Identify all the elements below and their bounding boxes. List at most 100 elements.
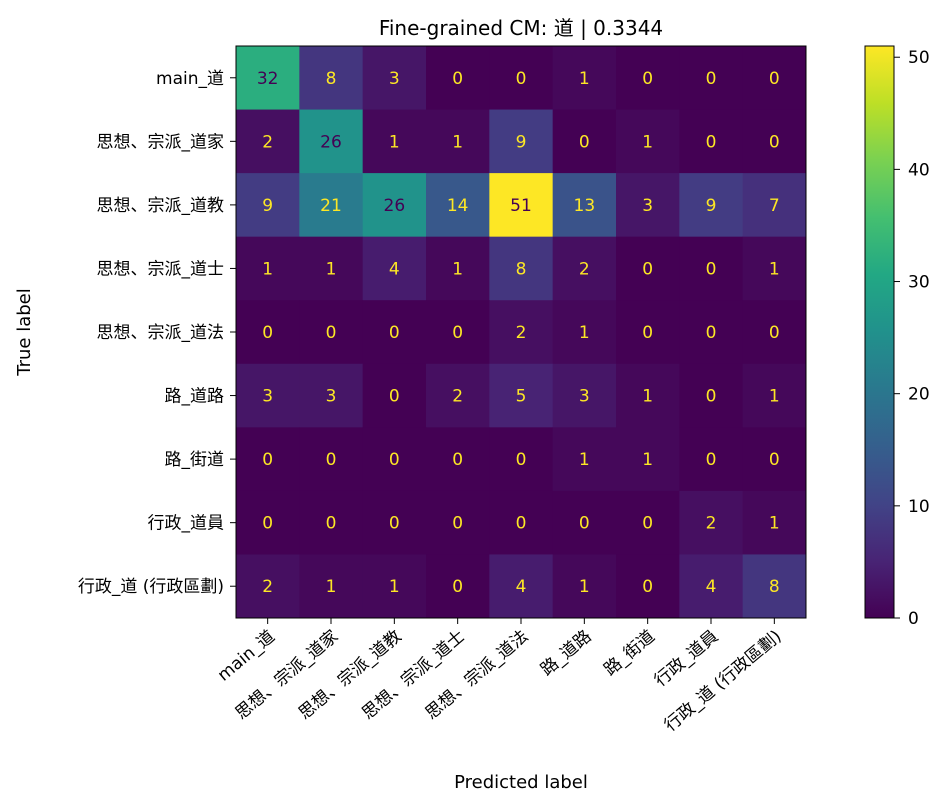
cell-value-label: 1	[452, 132, 463, 152]
cell-value-label: 0	[579, 132, 590, 152]
heatmap-cell	[299, 554, 364, 619]
heatmap-cell	[679, 46, 744, 111]
y-tick-label: 路_街道	[165, 450, 225, 470]
cell-value-label: 9	[516, 132, 527, 152]
heatmap-cell	[679, 173, 744, 238]
cell-value-label: 0	[769, 323, 780, 343]
cell-value-label: 51	[510, 196, 532, 216]
heatmap-cell	[489, 173, 554, 238]
heatmap-cell	[552, 427, 617, 492]
cell-value-label: 0	[769, 69, 780, 89]
cell-value-label: 0	[642, 323, 653, 343]
heatmap-cell	[299, 46, 364, 111]
heatmap-cell	[236, 46, 300, 111]
heatmap-cell	[236, 363, 300, 428]
cell-value-label: 0	[389, 514, 400, 534]
heatmap-cell	[616, 173, 680, 238]
heatmap-cell	[299, 363, 364, 428]
cell-value-label: 0	[769, 450, 780, 470]
cell-value-label: 2	[516, 323, 527, 343]
heatmap-cell	[426, 490, 490, 555]
heatmap-cell	[362, 363, 427, 428]
colorbar-tick-label: 50	[908, 48, 930, 68]
heatmap-cell	[552, 490, 617, 555]
cell-value-label: 0	[706, 387, 717, 407]
y-tick-label: 思想、宗派_道家	[97, 132, 225, 152]
cell-value-label: 9	[706, 196, 717, 216]
cell-value-label: 1	[579, 323, 590, 343]
heatmap-cell	[236, 554, 300, 619]
cell-value-label: 0	[452, 577, 463, 597]
heatmap-cell	[552, 109, 617, 174]
cell-value-label: 2	[579, 259, 590, 279]
cell-value-label: 3	[642, 196, 653, 216]
heatmap-cell	[299, 109, 364, 174]
colorbar-tick-label: 0	[908, 609, 919, 629]
colorbar-tick-label: 30	[908, 273, 930, 293]
heatmap-cell	[426, 363, 490, 428]
heatmap-cell	[616, 490, 680, 555]
cell-value-label: 0	[516, 69, 527, 89]
heatmap-cell	[616, 109, 680, 174]
cell-value-label: 0	[389, 450, 400, 470]
heatmap-cell	[616, 300, 680, 365]
cell-value-label: 0	[706, 450, 717, 470]
heatmap-cell	[742, 427, 807, 492]
y-tick-label: 路_道路	[165, 387, 225, 407]
cell-value-label: 0	[516, 514, 527, 534]
cell-value-label: 32	[257, 69, 279, 89]
heatmap-cell	[679, 554, 744, 619]
heatmap-cell	[679, 236, 744, 301]
heatmap-cell	[552, 554, 617, 619]
cell-value-label: 8	[326, 69, 337, 89]
cell-value-label: 0	[706, 69, 717, 89]
cell-value-label: 1	[769, 259, 780, 279]
heatmap-cell	[489, 490, 554, 555]
heatmap-cell	[616, 554, 680, 619]
heatmap-cell	[236, 300, 300, 365]
heatmap-cell	[679, 490, 744, 555]
cell-value-label: 0	[389, 323, 400, 343]
cell-value-label: 1	[262, 259, 273, 279]
colorbar	[864, 45, 895, 619]
heatmap-cell	[299, 300, 364, 365]
cell-value-label: 0	[452, 323, 463, 343]
heatmap-cell	[742, 300, 807, 365]
heatmap-cell	[489, 236, 554, 301]
cell-value-label: 8	[516, 259, 527, 279]
y-tick-label: 思想、宗派_道士	[97, 259, 225, 279]
x-tick-label: 路_道路	[537, 627, 595, 681]
cell-value-label: 8	[769, 577, 780, 597]
heatmap-cell	[236, 427, 300, 492]
cell-value-label: 1	[579, 450, 590, 470]
heatmap-cell	[616, 236, 680, 301]
cell-value-label: 2	[706, 514, 717, 534]
heatmap-cell	[426, 300, 490, 365]
heatmap-cell	[299, 173, 364, 238]
cell-value-label: 0	[642, 69, 653, 89]
cell-value-label: 4	[516, 577, 527, 597]
cell-value-label: 0	[452, 450, 463, 470]
cell-value-label: 0	[706, 132, 717, 152]
heatmap-cell	[552, 363, 617, 428]
cell-value-label: 0	[452, 514, 463, 534]
heatmap-cell	[552, 300, 617, 365]
chart-title: Fine-grained CM: 道 | 0.3344	[379, 16, 663, 40]
heatmap-cell	[489, 427, 554, 492]
cell-value-label: 0	[706, 323, 717, 343]
cell-value-label: 0	[262, 514, 273, 534]
cell-value-label: 0	[452, 69, 463, 89]
heatmap-cell	[236, 490, 300, 555]
heatmap-cell	[552, 173, 617, 238]
x-tick-label: 行政_道 (行政區劃)	[661, 627, 786, 736]
cell-value-label: 1	[642, 132, 653, 152]
heatmap-cell	[742, 173, 807, 238]
cell-value-label: 0	[326, 323, 337, 343]
heatmap-cell	[742, 46, 807, 111]
heatmap-cell	[489, 554, 554, 619]
y-tick-label: 行政_道員	[148, 514, 225, 534]
heatmap-cell	[426, 109, 490, 174]
heatmap-cell	[742, 490, 807, 555]
cell-value-label: 3	[579, 387, 590, 407]
